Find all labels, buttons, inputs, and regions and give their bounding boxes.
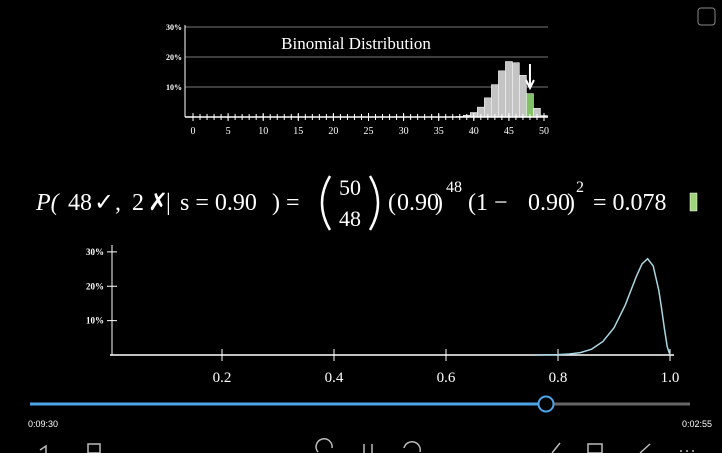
elapsed-time: 0:09:30 xyxy=(28,419,58,429)
x-tick-label: 5 xyxy=(226,126,231,137)
chart-title: Binomial Distribution xyxy=(281,34,431,53)
formula-part: 0.90 xyxy=(397,190,439,216)
formula-part: , xyxy=(115,190,121,216)
x-tick-label: 25 xyxy=(364,126,374,137)
formula-part: (1 − xyxy=(468,190,508,216)
x-tick-label: 50 xyxy=(539,126,549,137)
x-tick-label: 35 xyxy=(434,126,444,137)
x-tick-label: 0.2 xyxy=(213,370,232,386)
x-tick-label: 30 xyxy=(399,126,409,137)
progress-knob[interactable] xyxy=(539,397,554,412)
formula-part: 2 xyxy=(576,179,584,196)
formula-part: | xyxy=(166,190,171,216)
x-tick-label: 1.0 xyxy=(661,370,680,386)
y-tick-label: 30% xyxy=(166,23,182,32)
x-tick-label: 20 xyxy=(328,126,338,137)
formula-part: ) xyxy=(567,190,575,216)
y-tick-label: 30% xyxy=(86,247,104,257)
formula-part: ) xyxy=(435,190,443,216)
binom-bottom: 48 xyxy=(339,206,361,231)
x-tick-label: 0 xyxy=(191,126,196,137)
y-tick-label: 20% xyxy=(86,281,104,291)
x-tick-label: 0.8 xyxy=(549,370,568,386)
bar xyxy=(491,85,498,117)
value-indicator xyxy=(690,193,697,211)
x-tick-label: 0.6 xyxy=(437,370,456,386)
y-tick-label: 20% xyxy=(166,53,182,62)
binom-top: 50 xyxy=(339,175,361,200)
x-tick-label: 0.4 xyxy=(325,370,344,386)
y-tick-label: 10% xyxy=(166,83,182,92)
formula-part: 48 xyxy=(446,179,462,196)
x-tick-label: 45 xyxy=(504,126,514,137)
formula-part: ) = xyxy=(272,190,300,216)
formula-part: 0.90 xyxy=(528,190,570,216)
background xyxy=(0,0,722,453)
y-tick-label: 10% xyxy=(86,316,104,326)
bar xyxy=(505,62,512,118)
x-tick-label: 15 xyxy=(293,126,303,137)
x-tick-label: 10 xyxy=(258,126,268,137)
formula-part: = 0.078 xyxy=(593,190,667,216)
bar xyxy=(526,94,533,117)
bar xyxy=(498,71,505,117)
remaining-time: 0:02:55 xyxy=(682,419,712,429)
formula-part: 2 xyxy=(132,190,144,216)
formula-part: s = 0.90 xyxy=(180,190,257,216)
formula-part: P( xyxy=(35,190,61,216)
x-tick-label: 40 xyxy=(469,126,479,137)
formula-part: ( xyxy=(388,190,396,216)
formula-part: ✓ xyxy=(94,190,114,216)
bar xyxy=(512,63,519,117)
video-frame: 10%20%30%Binomial Distribution0510152025… xyxy=(0,0,722,453)
formula-part: 48 xyxy=(68,190,92,216)
bar xyxy=(519,75,526,117)
